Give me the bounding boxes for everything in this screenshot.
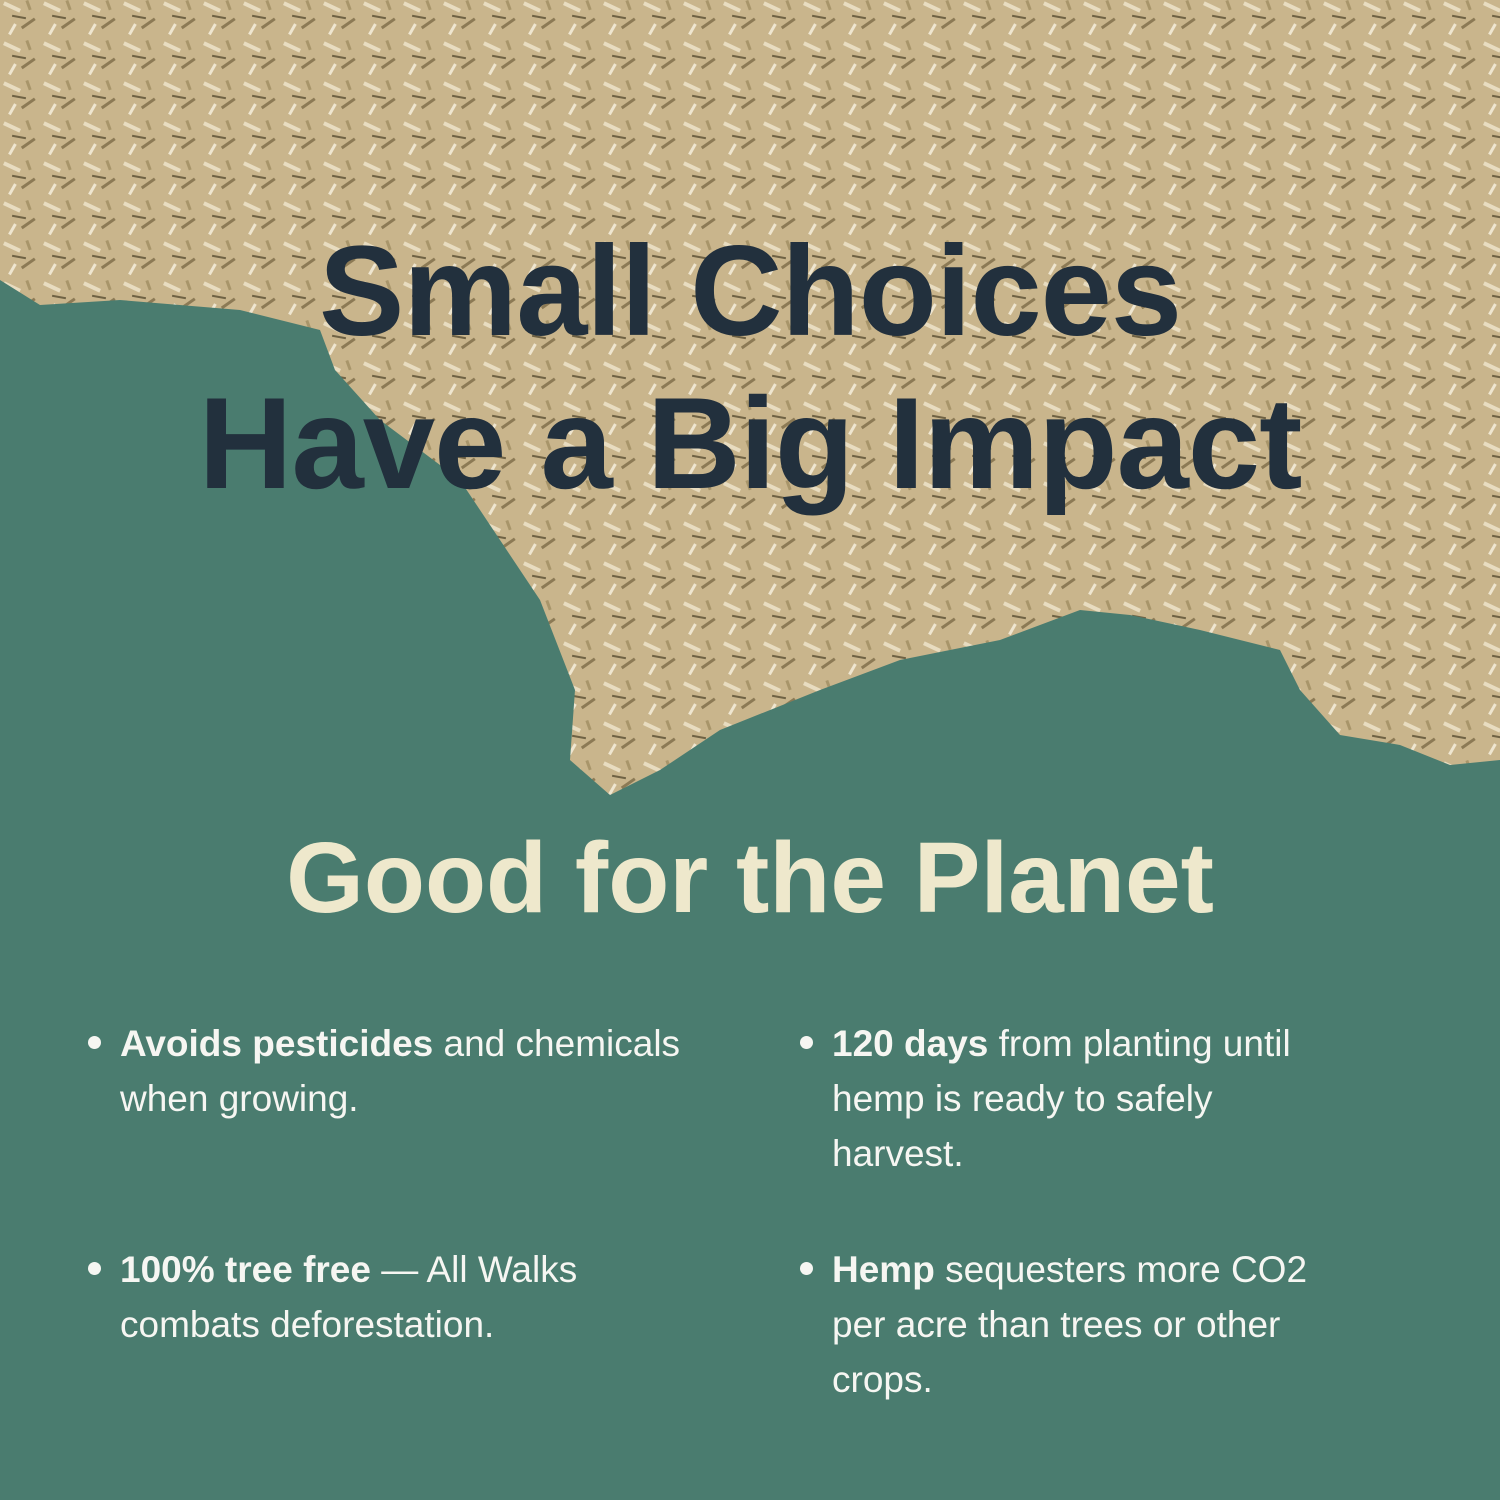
bullet-text: — All Walks combats deforestation.: [120, 1249, 578, 1345]
bullet-text: from planting until hemp is ready to saf…: [832, 1023, 1291, 1174]
bullet-dot-icon: [800, 1262, 813, 1275]
bullet-bold: Hemp: [832, 1249, 935, 1290]
headline-line-2: Have a Big Impact: [198, 370, 1303, 516]
bullet-120-days: 120 days from planting until hemp is rea…: [800, 1016, 1332, 1181]
bullet-dot-icon: [88, 1262, 101, 1275]
bullet-text: and chemicals when growing.: [120, 1023, 681, 1119]
subheading: Good for the Planet: [286, 822, 1214, 934]
straw-area: [0, 0, 1500, 795]
hemp-straw-image: [0, 0, 1500, 795]
headline-line-1: Small Choices: [319, 220, 1182, 363]
bullet-pesticides: Avoids pesticides and chemicals when gro…: [88, 1016, 740, 1126]
bullet-bold: Avoids pesticides: [120, 1023, 434, 1064]
bullet-tree-free: 100% tree free — All Walks combats defor…: [88, 1242, 680, 1352]
bullet-dot-icon: [800, 1036, 813, 1049]
bullet-hemp-co2: Hemp sequesters more CO2 per acre than t…: [800, 1242, 1332, 1407]
bullet-bold: 120 days: [832, 1023, 989, 1064]
bullet-text: sequesters more CO2 per acre than trees …: [832, 1249, 1308, 1400]
bullet-bold: 100% tree free: [120, 1249, 371, 1290]
bullet-dot-icon: [88, 1036, 101, 1049]
